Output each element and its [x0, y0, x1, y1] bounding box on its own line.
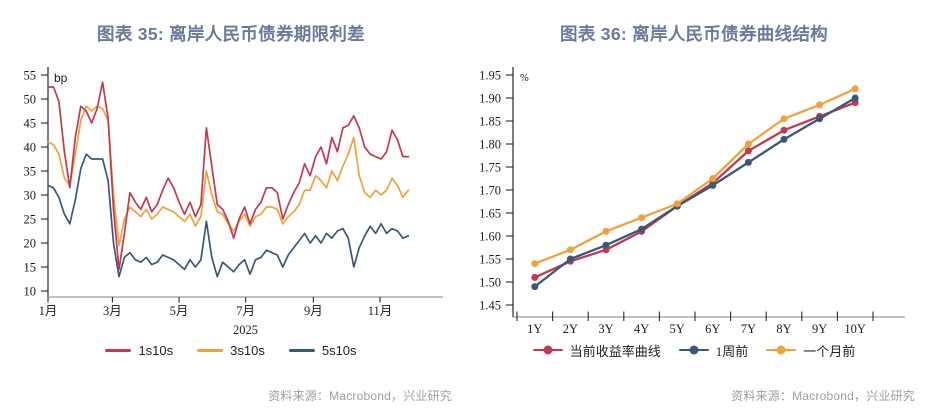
source-note-right: 资料来源：Macrobond，兴业研究 — [731, 389, 915, 403]
y-tick-label: 1.50 — [479, 276, 501, 290]
x-tick-label: 1Y — [527, 322, 542, 336]
series-point-1周前 — [744, 158, 752, 166]
x-tick-label: 9月 — [304, 304, 323, 318]
y-tick-label: 1.85 — [479, 115, 501, 129]
yield-curve-chart: 1.95 1.90 1.85 1.80 1.75 1.70 1.65 1.60 1.55 1.50… — [479, 67, 905, 336]
yield-curve-legend: 当前收益率曲线 1周前 一个月前 — [463, 341, 925, 359]
x-tick-label: 3Y — [598, 322, 613, 336]
x-tick-label: 1月 — [39, 304, 58, 318]
legend-label-当前收益率曲线: 当前收益率曲线 — [569, 343, 661, 359]
x-tick-label: 6Y — [705, 322, 720, 336]
y-tick-label: 10 — [24, 285, 37, 299]
panel-term-spread: 图表 35: 离岸人民币债券期限利差 55 50 45 40 35 30 25 20 15 10 b… — [0, 0, 462, 415]
legend-marker-3s10s — [197, 348, 224, 352]
y-tick-label: 45 — [24, 117, 37, 131]
series-point-1周前 — [566, 255, 574, 263]
y-tick-label: 1.90 — [479, 92, 501, 106]
series-point-1周前 — [531, 283, 539, 291]
legend-item-3s10s: 3s10s — [197, 343, 265, 358]
y-tick-label: 35 — [24, 165, 37, 179]
chart-title-36: 图表 36: 离岸人民币债券曲线结构 — [560, 23, 828, 44]
series-point-1周前 — [638, 225, 646, 233]
series-point-当前收益率曲线 — [531, 273, 539, 281]
series-point-当前收益率曲线 — [780, 126, 788, 134]
x-tick-label: 8Y — [776, 322, 791, 336]
series-point-一个月前 — [744, 140, 752, 148]
legend-item-当前收益率曲线: 当前收益率曲线 — [532, 341, 661, 360]
legend-item-1周前: 1周前 — [678, 341, 749, 360]
x-tick-label: 4Y — [634, 322, 649, 336]
series-line-5s10s — [47, 153, 410, 278]
series-point-1周前 — [816, 115, 824, 123]
legend-marker-dot-一个月前 — [776, 345, 786, 355]
series-point-一个月前 — [780, 115, 788, 123]
x-tick-label: 5Y — [670, 322, 685, 336]
series-point-1周前 — [780, 135, 788, 143]
y-tick-label: 40 — [24, 141, 37, 155]
series-point-一个月前 — [673, 200, 681, 208]
chart-title-35: 图表 35: 离岸人民币债券期限利差 — [97, 23, 365, 44]
y-tick-label: 55 — [24, 69, 37, 83]
y-tick-label: 1.95 — [479, 69, 501, 83]
x-tick-label: 2Y — [563, 322, 578, 336]
legend-label-1周前: 1周前 — [715, 343, 749, 359]
series-point-一个月前 — [816, 101, 824, 109]
term-spread-chart: 55 50 45 40 35 30 25 20 15 10 bp 1月 3月 5月 7月 9月 11月 2025 — [24, 67, 443, 337]
y-tick-label: 1.80 — [479, 138, 501, 152]
source-note-left: 资料来源：Macrobond，兴业研究 — [268, 389, 452, 403]
series-line-3s10s — [47, 105, 410, 247]
y-tick-label: 1.45 — [479, 299, 501, 313]
series-point-一个月前 — [602, 227, 610, 235]
y-tick-label: 1.65 — [479, 207, 501, 221]
y-tick-label: 1.75 — [479, 161, 501, 175]
x-tick-label: 3月 — [103, 304, 122, 318]
series-point-一个月前 — [851, 85, 859, 93]
legend-label-1s10s: 1s10s — [138, 342, 174, 358]
series-point-一个月前 — [709, 175, 717, 182]
legend-item-1s10s: 1s10s — [105, 343, 173, 358]
series-point-一个月前 — [531, 260, 539, 268]
legend-label-3s10s: 3s10s — [230, 342, 265, 358]
series-point-一个月前 — [566, 246, 574, 254]
y-tick-label: 1.55 — [479, 253, 501, 267]
y-tick-label: 25 — [24, 213, 37, 227]
y-tick-label: 20 — [24, 237, 37, 251]
x-tick-label: 10Y — [844, 322, 866, 336]
y-tick-label: 30 — [24, 189, 37, 203]
x-tick-label: 11月 — [368, 304, 393, 318]
y-axis-unit-label: bp — [54, 71, 68, 85]
series-point-当前收益率曲线 — [744, 147, 752, 155]
panel-yield-curve: 图表 36: 离岸人民币债券曲线结构 1.95 1.90 1.85 1.80 1.75 1… — [463, 0, 925, 415]
legend-marker-5s10s — [288, 348, 315, 352]
legend-item-一个月前: 一个月前 — [766, 341, 855, 360]
legend-marker-1s10s — [105, 348, 132, 352]
term-spread-legend: 1s10s 3s10s 5s10s — [0, 341, 462, 359]
series-point-1周前 — [602, 241, 610, 249]
series-line-一个月前 — [534, 87, 856, 265]
x-tick-label: 7月 — [236, 304, 255, 318]
legend-marker-dot-1周前 — [689, 345, 699, 355]
y-tick-label: 1.60 — [479, 230, 501, 244]
legend-marker-一个月前 — [766, 345, 797, 355]
year-label: 2025 — [233, 323, 258, 337]
legend-marker-dot-当前收益率曲线 — [543, 345, 553, 355]
y-tick-label: 1.70 — [479, 184, 501, 198]
x-tick-label: 7Y — [741, 322, 756, 336]
series-point-一个月前 — [638, 214, 646, 222]
legend-label-5s10s: 5s10s — [321, 342, 357, 358]
legend-marker-1周前 — [678, 345, 709, 355]
series-line-1s10s — [47, 81, 410, 271]
y-tick-label: 50 — [24, 93, 37, 107]
legend-marker-当前收益率曲线 — [532, 345, 563, 355]
series-point-1周前 — [851, 94, 859, 102]
x-tick-label: 9Y — [812, 322, 827, 336]
y-axis-unit-label: % — [520, 73, 529, 84]
legend-item-5s10s: 5s10s — [288, 342, 357, 358]
y-tick-label: 15 — [24, 261, 37, 275]
legend-label-一个月前: 一个月前 — [803, 343, 856, 359]
series-point-1周前 — [709, 181, 717, 189]
series-line-1周前 — [534, 97, 856, 288]
x-tick-label: 5月 — [170, 304, 189, 318]
